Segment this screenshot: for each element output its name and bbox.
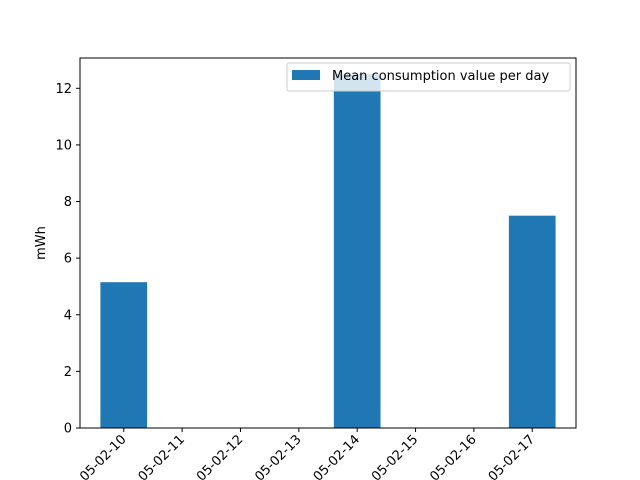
legend-swatch	[292, 70, 320, 80]
legend-frame	[286, 62, 571, 92]
y-axis: 0 2 4 6 8 10 12	[55, 82, 80, 437]
y-axis-label: mWh	[34, 226, 49, 260]
y-tick-label: 10	[55, 138, 72, 153]
y-tick-label: 8	[64, 195, 72, 210]
legend: Mean consumption value per day	[286, 62, 571, 92]
bar-2025-02-17	[508, 215, 556, 428]
bar-2025-02-10	[100, 282, 148, 428]
y-tick-label: 2	[64, 365, 72, 380]
y-tick-label: 12	[55, 82, 72, 97]
y-tick-label: 6	[64, 252, 72, 267]
y-tick-label: 0	[64, 422, 72, 437]
y-tick-label: 4	[64, 308, 72, 323]
bar-2025-02-14	[333, 74, 381, 428]
plot-frame	[79, 57, 577, 429]
bars-group	[100, 74, 556, 428]
legend-label: Mean consumption value per day	[332, 69, 549, 84]
